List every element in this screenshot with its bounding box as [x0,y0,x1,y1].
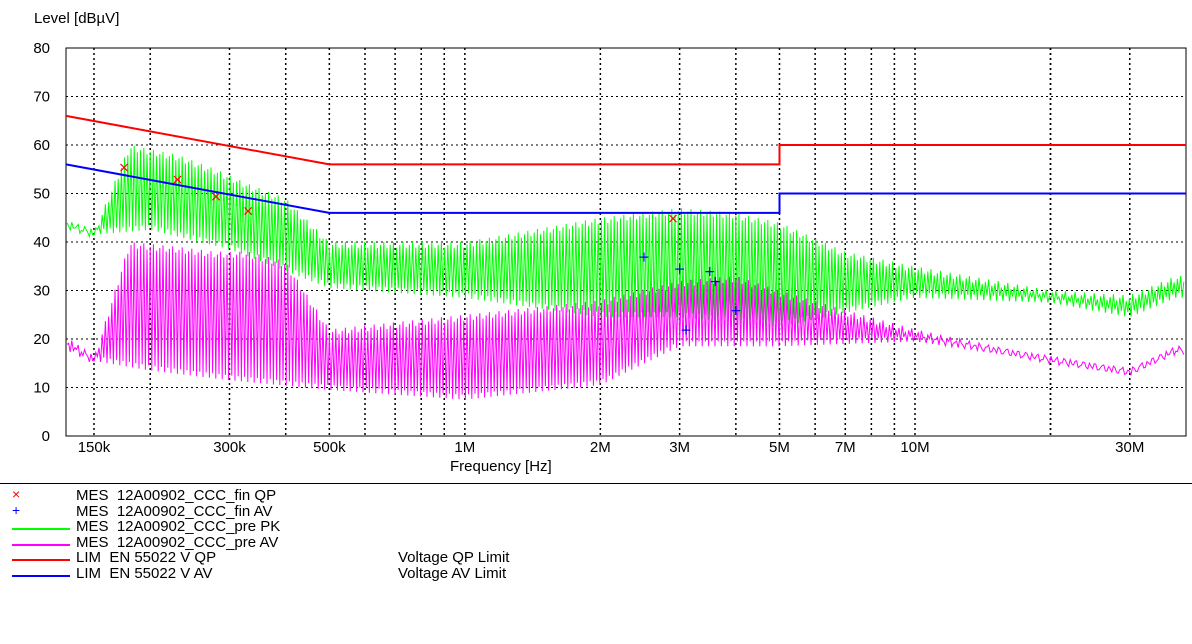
y-axis-title: Level [dBµV] [34,10,120,27]
legend-item-pre-pk: MES 12A00902_CCC_pre PK [8,519,280,535]
y-tick-label: 80 [33,40,50,57]
x-tick-label: 300k [213,439,246,456]
x-tick-label: 1M [454,439,475,456]
x-tick-label: 30M [1115,439,1144,456]
legend-item-lim-qp: LIM EN 55022 V QP Voltage QP Limit [8,550,509,566]
pre-av-trace [66,242,1185,400]
av-limit-line [65,163,1186,214]
legend-label: MES 12A00902_CCC_fin AV [76,502,273,520]
qp-limit-line [65,114,1186,166]
x-tick-label: 7M [835,439,856,456]
legend-plus-symbol: + [12,501,21,518]
legend-item-fin-av: + MES 12A00902_CCC_fin AV [8,501,273,520]
x-tick-label: 500k [313,439,346,456]
legend-label: LIM EN 55022 V AV [76,564,213,582]
x-tick-label: 3M [669,439,690,456]
av-marker: + [709,274,721,290]
y-tick-label: 30 [33,283,50,300]
legend-item-fin-qp: × MES 12A00902_CCC_fin QP [8,486,276,504]
y-tick-label: 20 [33,331,50,348]
legend-label: MES 12A00902_CCC_fin QP [76,487,277,504]
legend-line-swatch [12,559,70,561]
legend-description: Voltage QP Limit [398,549,510,566]
av-marker: + [680,322,692,338]
y-tick-label: 0 [42,428,50,445]
av-marker: + [704,264,716,280]
legend-divider [0,483,1192,484]
legend-item-lim-av: LIM EN 55022 V AV Voltage AV Limit [8,565,506,582]
legend-cross-symbol: × [12,486,21,502]
y-tick-label: 40 [33,234,50,251]
pre-pk-trace [66,145,1185,327]
x-tick-label: 5M [769,439,790,456]
legend-line-swatch [12,543,70,546]
legend-label: LIM EN 55022 V QP [76,549,217,566]
y-tick-label: 10 [33,380,50,397]
x-tick-label: 10M [900,439,929,456]
qp-marker: × [210,189,222,205]
legend-line-swatch [12,528,70,530]
emi-chart: 0 10 20 30 40 50 60 70 80 150k 300k 500k 1M 2M 3M 5M 7M 1… [33,40,1187,456]
x-tick-label: 2M [590,439,611,456]
av-marker: + [638,250,650,266]
legend: × MES 12A00902_CCC_fin QP + MES 12A00902… [8,486,509,582]
qp-marker: × [172,172,184,188]
y-tick-label: 60 [33,137,50,154]
qp-marker: × [667,211,679,227]
legend-item-pre-av: MES 12A00902_CCC_pre AV [8,534,278,551]
legend-label: MES 12A00902_CCC_pre PK [76,518,281,535]
x-tick-label: 150k [78,439,111,456]
legend-line-swatch [12,574,70,577]
av-marker: + [730,303,742,319]
qp-marker: × [242,203,254,219]
legend-description: Voltage AV Limit [398,564,507,582]
y-tick-label: 50 [33,186,50,203]
av-marker: + [674,262,686,278]
qp-marker: × [118,160,130,176]
legend-label: MES 12A00902_CCC_pre AV [76,533,279,551]
x-axis-title: Frequency [Hz] [450,458,552,475]
y-tick-label: 70 [33,89,50,106]
